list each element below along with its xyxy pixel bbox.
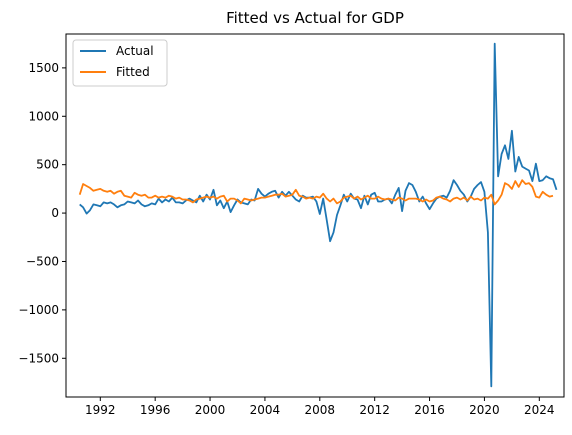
legend-label-fitted: Fitted xyxy=(116,65,150,79)
y-tick-label: −1500 xyxy=(18,351,59,365)
series-line-fitted xyxy=(78,179,554,206)
x-tick-label: 2016 xyxy=(414,403,445,417)
series-line-actual xyxy=(79,42,558,388)
y-tick-label: 1500 xyxy=(28,61,59,75)
x-tick-label: 1992 xyxy=(85,403,116,417)
x-tick-label: 2004 xyxy=(250,403,281,417)
y-tick-label: −1000 xyxy=(18,303,59,317)
plot-frame xyxy=(65,33,565,398)
chart-title: Fitted vs Actual for GDP xyxy=(226,9,404,27)
x-tick-label: 1996 xyxy=(140,403,171,417)
legend-label-actual: Actual xyxy=(116,44,154,58)
x-tick-label: 2012 xyxy=(359,403,390,417)
y-axis: −1500 −1000 −500 0 500 1000 1500 xyxy=(18,61,66,365)
x-tick-label: 2024 xyxy=(524,403,555,417)
x-tick-label: 2020 xyxy=(469,403,500,417)
y-tick-label: 500 xyxy=(36,158,59,172)
plot-lines xyxy=(78,42,558,388)
x-axis: 1992 1996 2000 2004 2008 2012 2016 2020 2024 xyxy=(85,397,555,417)
x-tick-label: 2008 xyxy=(305,403,336,417)
y-tick-label: 1000 xyxy=(28,109,59,123)
y-tick-label: 0 xyxy=(51,206,59,220)
legend: Actual Fitted xyxy=(72,39,168,87)
y-tick-label: −500 xyxy=(26,254,59,268)
x-tick-label: 2000 xyxy=(195,403,226,417)
